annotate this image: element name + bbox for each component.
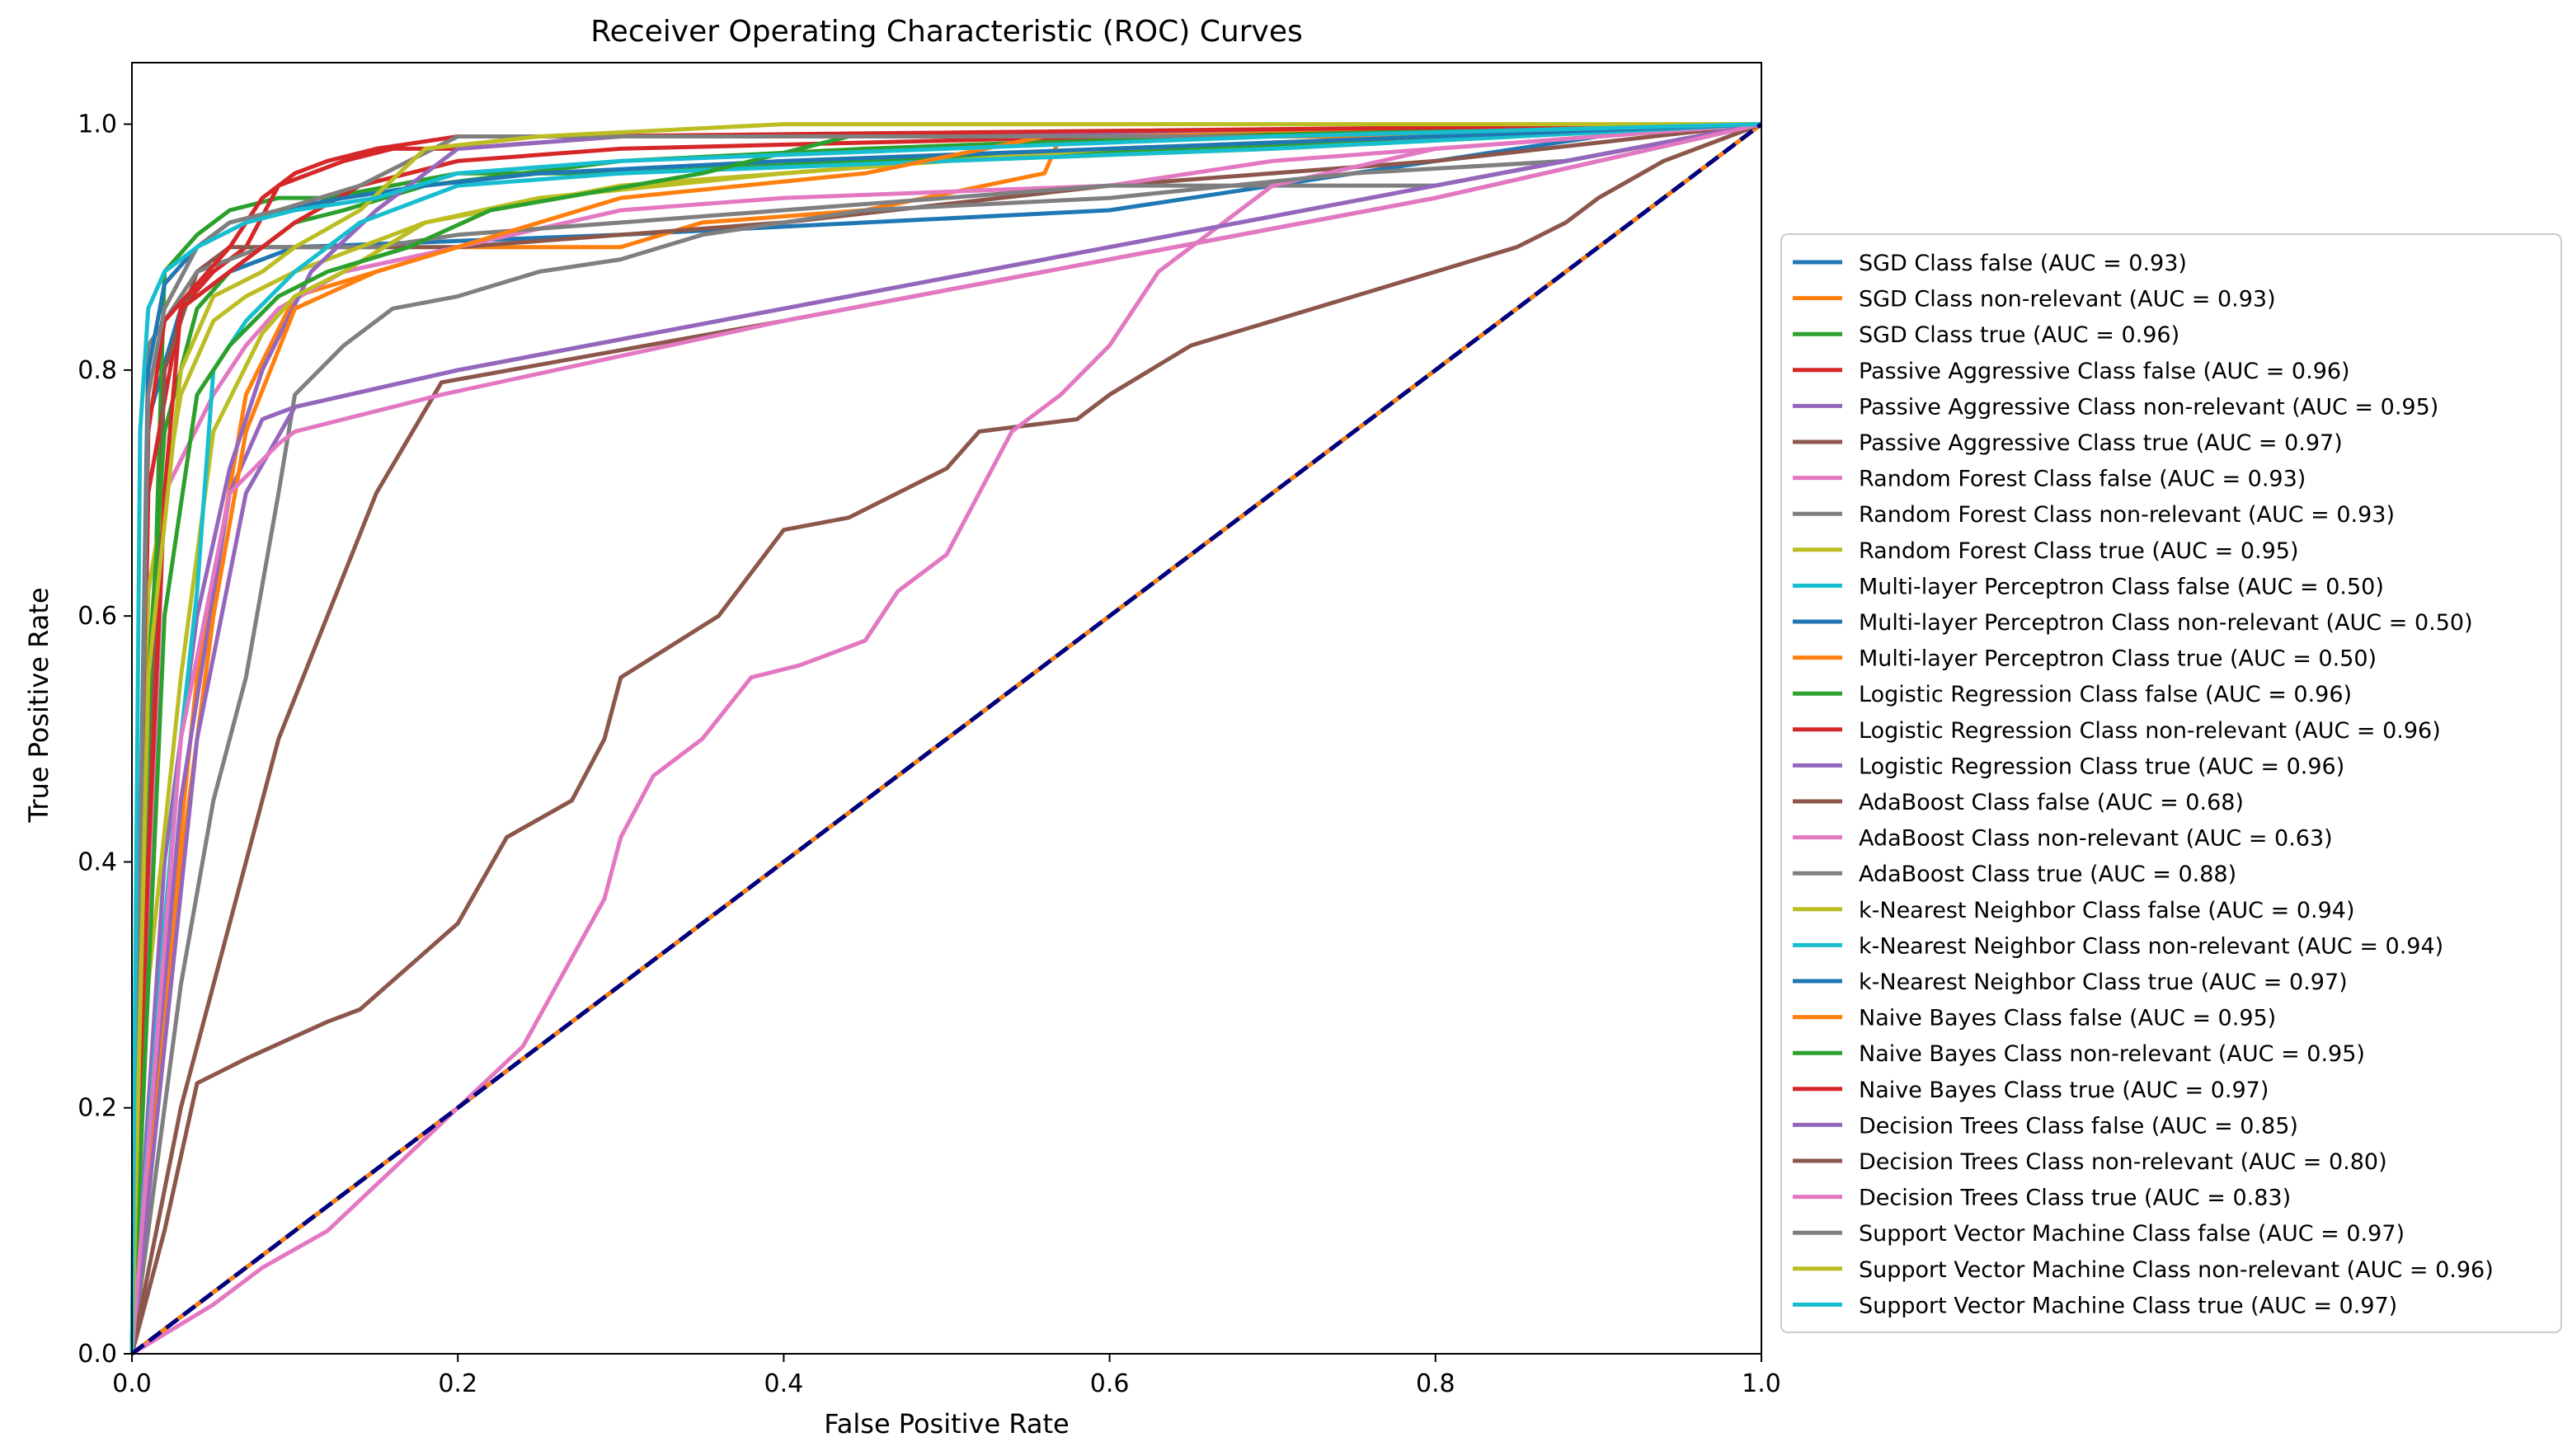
legend-label-10: Multi-layer Perceptron Class false (AUC … — [1859, 574, 2384, 599]
legend-label-14: Logistic Regression Class non-relevant (… — [1859, 718, 2441, 744]
legend-label-9: Random Forest Class true (AUC = 0.95) — [1859, 538, 2298, 564]
roc-line-7 — [129, 122, 1762, 1355]
roc-line-25 — [129, 122, 1762, 1355]
y-axis-label: True Positive Rate — [23, 587, 54, 823]
legend-label-28: Support Vector Machine Class false (AUC … — [1859, 1221, 2405, 1247]
y-axis: 0.0 0.2 0.4 0.6 0.8 1.0 — [78, 110, 132, 1369]
legend-label-16: AdaBoost Class false (AUC = 0.68) — [1859, 790, 2244, 815]
legend-label-5: Passive Aggressive Class non-relevant (A… — [1859, 394, 2438, 420]
x-axis-label: False Positive Rate — [824, 1408, 1069, 1440]
y-tick-label: 1.0 — [78, 110, 117, 139]
x-tick-label: 0.2 — [438, 1369, 477, 1398]
plot-area — [129, 62, 1763, 1356]
legend: SGD Class false (AUC = 0.93) SGD Class no… — [1780, 233, 2562, 1333]
legend-label-18: AdaBoost Class true (AUC = 0.88) — [1859, 862, 2236, 887]
legend-label-3: SGD Class true (AUC = 0.96) — [1859, 322, 2179, 348]
axes-frame — [131, 62, 1762, 1355]
chance-reference-line — [130, 122, 1763, 1355]
y-tick-label: 0.6 — [78, 602, 117, 631]
legend-label-22: Naive Bayes Class false (AUC = 0.95) — [1859, 1006, 2276, 1031]
roc-line-18 — [129, 122, 1762, 1355]
legend-label-23: Naive Bayes Class non-relevant (AUC = 0.… — [1859, 1041, 2365, 1067]
roc-line-29 — [129, 122, 1761, 1355]
roc-line-30 — [129, 122, 1762, 1355]
roc-line-17 — [130, 122, 1762, 1356]
roc-line-27 — [129, 122, 1762, 1355]
legend-label-7: Random Forest Class false (AUC = 0.93) — [1859, 467, 2306, 492]
legend-label-21: k-Nearest Neighbor Class true (AUC = 0.9… — [1859, 970, 2348, 995]
roc-line-21 — [129, 122, 1762, 1355]
y-tick-label: 0.2 — [78, 1094, 117, 1123]
legend-label-1: SGD Class false (AUC = 0.93) — [1859, 251, 2187, 276]
legend-label-6: Passive Aggressive Class true (AUC = 0.9… — [1859, 430, 2343, 456]
legend-label-13: Logistic Regression Class false (AUC = 0… — [1859, 682, 2352, 707]
roc-line-16 — [129, 122, 1762, 1355]
x-tick-label: 0.0 — [112, 1369, 152, 1398]
y-tick-label: 0.4 — [78, 848, 117, 876]
legend-label-29: Support Vector Machine Class non-relevan… — [1859, 1257, 2494, 1283]
legend-label-30: Support Vector Machine Class true (AUC =… — [1859, 1293, 2397, 1318]
legend-label-19: k-Nearest Neighbor Class false (AUC = 0.… — [1859, 898, 2354, 923]
legend-label-25: Decision Trees Class false (AUC = 0.85) — [1859, 1113, 2298, 1139]
legend-label-26: Decision Trees Class non-relevant (AUC =… — [1859, 1149, 2387, 1175]
legend-label-24: Naive Bayes Class true (AUC = 0.97) — [1859, 1078, 2269, 1103]
x-tick-label: 0.8 — [1416, 1369, 1455, 1398]
legend-label-12: Multi-layer Perceptron Class true (AUC =… — [1859, 646, 2377, 672]
x-tick-label: 0.4 — [764, 1369, 804, 1398]
legend-label-2: SGD Class non-relevant (AUC = 0.93) — [1859, 287, 2276, 312]
x-tick-label: 1.0 — [1742, 1369, 1781, 1398]
x-axis: 0.0 0.2 0.4 0.6 0.8 1.0 — [112, 1354, 1781, 1398]
legend-box — [1780, 233, 2562, 1333]
y-tick-label: 0.0 — [78, 1340, 117, 1369]
legend-label-27: Decision Trees Class true (AUC = 0.83) — [1859, 1186, 2291, 1211]
y-tick-label: 0.8 — [78, 356, 117, 385]
legend-label-20: k-Nearest Neighbor Class non-relevant (A… — [1859, 933, 2443, 959]
legend-label-15: Logistic Regression Class true (AUC = 0.… — [1859, 754, 2344, 779]
legend-label-17: AdaBoost Class non-relevant (AUC = 0.63) — [1859, 826, 2333, 852]
x-tick-label: 0.6 — [1090, 1369, 1130, 1398]
chart-title: Receiver Operating Characteristic (ROC) … — [590, 15, 1302, 49]
legend-label-4: Passive Aggressive Class false (AUC = 0.… — [1859, 359, 2350, 384]
legend-label-8: Random Forest Class non-relevant (AUC = … — [1859, 502, 2395, 528]
roc-line-3 — [129, 122, 1762, 1355]
legend-label-11: Multi-layer Perceptron Class non-relevan… — [1859, 610, 2473, 636]
roc-line-28 — [129, 122, 1762, 1355]
